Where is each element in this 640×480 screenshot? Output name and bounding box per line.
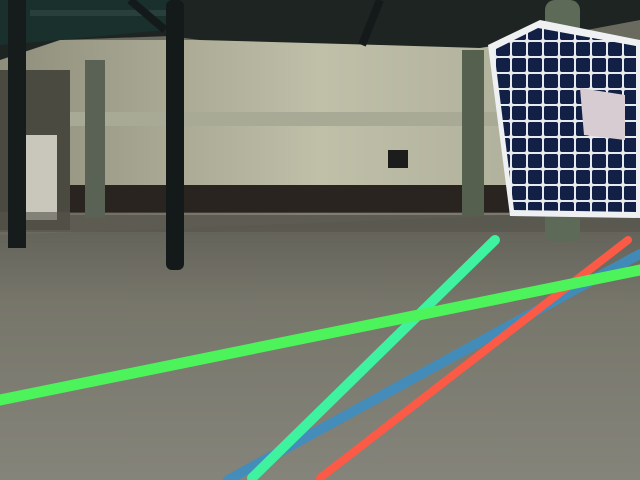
table-brace (127, 0, 168, 34)
wall-outlet (388, 150, 408, 168)
line-green (0, 264, 640, 406)
solar-panel-window (580, 88, 625, 140)
table-leg-center (166, 0, 184, 270)
table-brace-right (358, 0, 384, 47)
pillar-left (85, 60, 105, 218)
floor (0, 210, 640, 480)
table-leg-left (8, 0, 26, 248)
left-cabinet (25, 135, 57, 220)
solar-panel-cells (494, 28, 636, 212)
line-mint (247, 235, 500, 480)
pillar-center (462, 50, 484, 215)
floor-shadow (0, 212, 640, 232)
line-blue (223, 249, 640, 480)
table-edge (30, 10, 170, 16)
